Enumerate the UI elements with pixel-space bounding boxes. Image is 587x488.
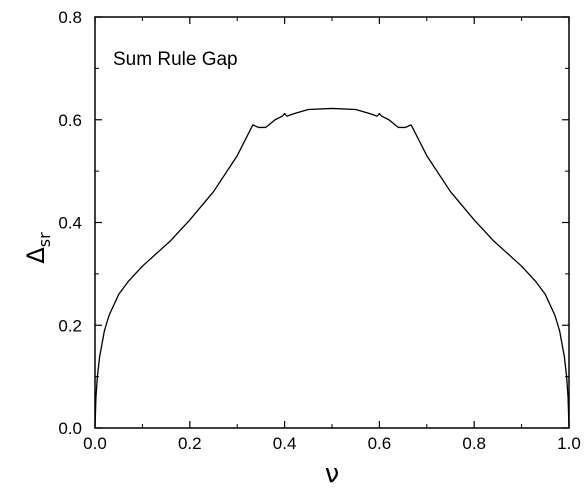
plot-frame (94, 16, 570, 429)
y-tick-label-1: 0.2 (58, 316, 82, 335)
y-axis-ticks: 0.0 0.2 0.4 0.6 0.8 (58, 8, 569, 438)
y-axis-label-subscript: sr (35, 232, 54, 247)
series-layer (94, 107, 570, 429)
y-tick-label-0: 0.0 (58, 419, 82, 438)
y-tick-label-2: 0.4 (58, 214, 82, 233)
x-tick-label-2: 0.4 (273, 434, 297, 453)
x-tick-label-4: 0.8 (462, 434, 486, 453)
x-tick-label-5: 1.0 (557, 434, 581, 453)
series-line-0 (94, 107, 570, 429)
y-axis-label: Δsr (22, 232, 54, 264)
x-axis-label: ν (325, 459, 340, 488)
y-tick-label-3: 0.6 (58, 111, 82, 130)
x-tick-label-3: 0.6 (368, 434, 392, 453)
x-tick-label-1: 0.2 (178, 434, 202, 453)
y-tick-label-4: 0.8 (58, 8, 82, 27)
x-axis-ticks: 0.0 0.2 0.4 0.6 0.8 1.0 (83, 17, 581, 453)
y-axis-label-main: Δ (22, 247, 50, 264)
chart-annotation: Sum Rule Gap (113, 49, 238, 70)
x-tick-label-0: 0.0 (83, 434, 107, 453)
